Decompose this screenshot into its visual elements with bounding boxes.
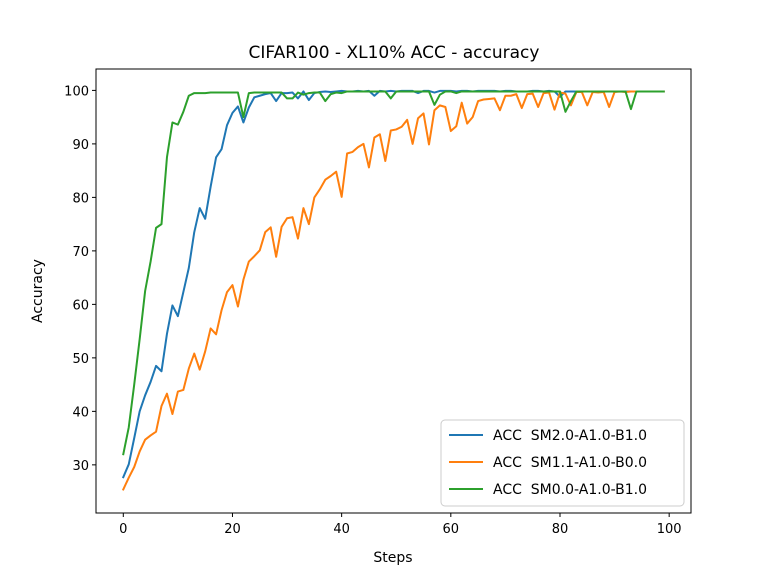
legend-label-3: ACC SM0.0-A1.0-B1.0 <box>493 482 647 498</box>
y-tick-label: 70 <box>72 245 89 260</box>
y-axis-label: Accuracy <box>30 259 46 323</box>
chart-title: CIFAR100 - XL10% ACC - accuracy <box>249 43 540 63</box>
x-tick-label: 80 <box>552 522 569 537</box>
x-tick-label: 60 <box>443 522 460 537</box>
plot-area <box>95 68 692 514</box>
legend-label-1: ACC SM2.0-A1.0-B1.0 <box>493 428 647 444</box>
legend-box <box>440 419 685 507</box>
x-tick-label: 40 <box>333 522 350 537</box>
series-layer <box>121 89 665 491</box>
series-line-3 <box>122 90 665 456</box>
y-axis: 30 40 50 60 70 80 90 100 <box>64 84 96 474</box>
x-tick-label: 100 <box>657 522 682 537</box>
y-tick-label: 100 <box>64 84 89 99</box>
legend: ACC SM2.0-A1.0-B1.0 ACC SM1.1-A1.0-B0.0 AC… <box>440 419 685 507</box>
y-tick-label: 90 <box>72 138 89 153</box>
y-tick-label: 80 <box>72 191 89 206</box>
y-tick-label: 40 <box>72 405 89 420</box>
x-axis: 0 20 40 60 80 100 <box>119 513 682 537</box>
y-tick-label: 30 <box>72 459 89 474</box>
x-axis-label: Steps <box>373 550 412 566</box>
series-line-2 <box>121 90 665 491</box>
y-tick-label: 60 <box>72 298 89 313</box>
series-line-1 <box>121 89 665 479</box>
x-tick-label: 20 <box>224 522 241 537</box>
x-tick-label: 0 <box>119 522 127 537</box>
legend-label-2: ACC SM1.1-A1.0-B0.0 <box>493 455 647 471</box>
plot-frame <box>95 68 692 514</box>
y-tick-label: 50 <box>72 352 89 367</box>
